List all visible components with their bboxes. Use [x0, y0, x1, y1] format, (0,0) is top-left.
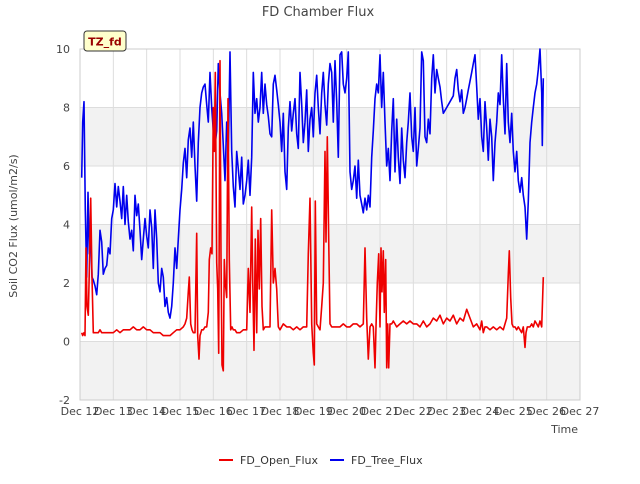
plot-band [80, 166, 580, 225]
x-tick-label: Dec 26 [527, 405, 566, 418]
y-axis-label: Soil CO2 Flux (umol/m2/s) [7, 154, 20, 297]
y-tick-label: -2 [59, 394, 70, 407]
y-tick-label: 4 [63, 219, 70, 232]
x-tick-label: Dec 23 [427, 405, 466, 418]
y-tick-label: 6 [63, 160, 70, 173]
x-tick-label: Dec 18 [261, 405, 300, 418]
plot-band [80, 341, 580, 400]
legend-label: FD_Tree_Flux [351, 454, 423, 467]
legend-label: FD_Open_Flux [240, 454, 319, 467]
x-tick-label: Dec 27 [561, 405, 600, 418]
x-tick-label: Dec 19 [294, 405, 333, 418]
plot-band [80, 49, 580, 108]
x-tick-label: Dec 22 [394, 405, 433, 418]
legend: FD_Open_Flux FD_Tree_Flux [219, 454, 423, 467]
x-axis-label: Time [550, 423, 578, 436]
y-tick-label: 2 [63, 277, 70, 290]
legend-item: FD_Tree_Flux [330, 454, 423, 467]
series-lines [80, 48, 545, 372]
plot-frame [79, 48, 581, 401]
annotation-label: TZ_fd [88, 36, 122, 49]
x-tick-label: Dec 17 [227, 405, 266, 418]
x-tick-label: Dec 12 [61, 405, 100, 418]
grid-lines [79, 48, 581, 401]
series-line-fd-tree-flux [80, 48, 545, 319]
x-tick-label: Dec 14 [127, 405, 166, 418]
x-tick-label: Dec 20 [327, 405, 366, 418]
y-tick-label: 0 [63, 336, 70, 349]
x-tick-label: Dec 21 [361, 405, 400, 418]
x-tick-label: Dec 24 [461, 405, 500, 418]
chart-title: FD Chamber Flux [262, 5, 375, 20]
annotation-box: TZ_fd [83, 30, 127, 52]
y-tick-label: 8 [63, 102, 70, 115]
x-tick-label: Dec 25 [494, 405, 533, 418]
y-tick-label: 10 [56, 43, 70, 56]
plot-bands [80, 49, 580, 400]
x-tick-label: Dec 13 [94, 405, 133, 418]
x-tick-label: Dec 16 [194, 405, 233, 418]
series-line-fd-open-flux [80, 59, 545, 372]
legend-item: FD_Open_Flux [219, 454, 319, 467]
x-tick-label: Dec 15 [161, 405, 200, 418]
